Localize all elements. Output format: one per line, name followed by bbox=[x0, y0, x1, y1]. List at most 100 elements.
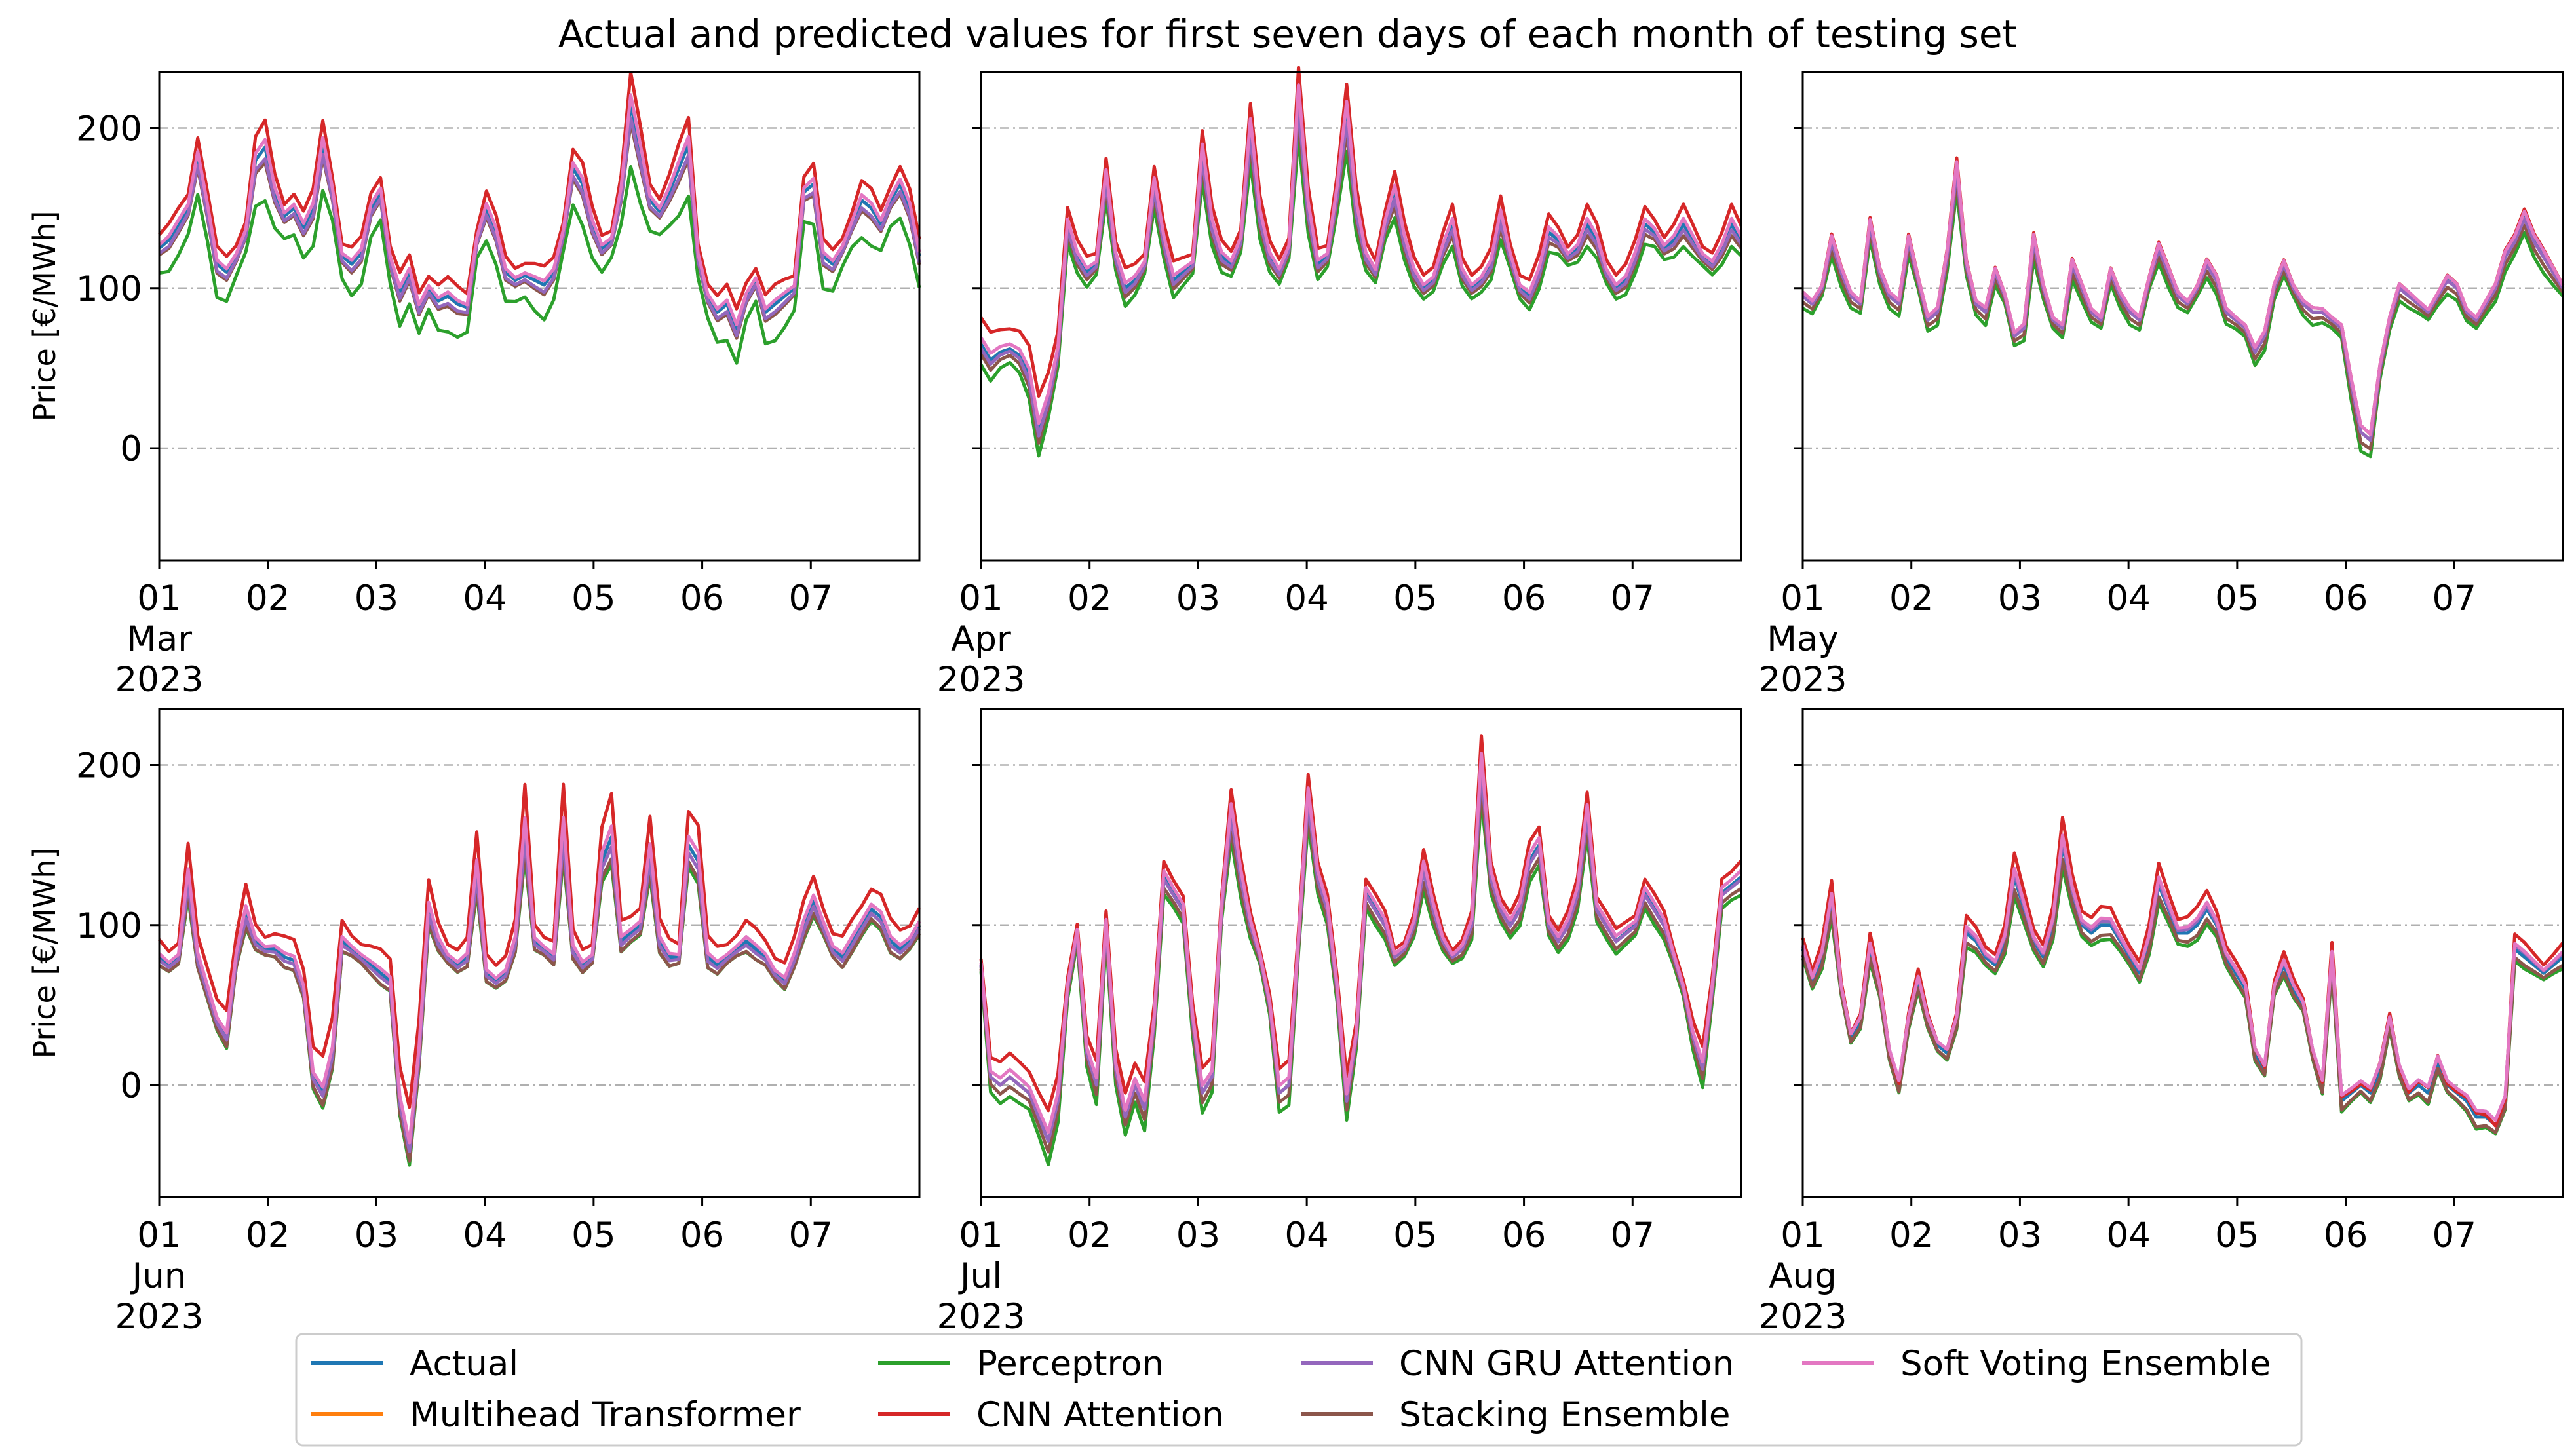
plot-frame bbox=[158, 71, 921, 562]
legend-label: Perceptron bbox=[976, 1344, 1164, 1384]
series-line-stacking-ensemble bbox=[1801, 179, 2565, 451]
xtick-year-label: 2023 bbox=[1759, 1297, 1847, 1337]
legend-item-actual: Actual bbox=[311, 1344, 518, 1384]
plot-frame bbox=[980, 708, 1742, 1198]
plot-frame bbox=[1801, 708, 2564, 1198]
xtick-month-label: Aug bbox=[1769, 1256, 1837, 1296]
legend-label: Soft Voting Ensemble bbox=[1900, 1344, 2271, 1384]
plot-frame bbox=[158, 708, 921, 1198]
series-line-cnn-attention bbox=[979, 734, 1742, 1113]
series-line-soft-voting-ensemble bbox=[158, 93, 921, 326]
xtick-label: 06 bbox=[2324, 579, 2368, 619]
xtick-year-label: 2023 bbox=[115, 660, 204, 700]
ytick-label: 100 bbox=[76, 269, 142, 309]
series-line-actual bbox=[158, 102, 921, 330]
series-line-cnn-gru-attention bbox=[158, 116, 921, 337]
series-line-actual bbox=[158, 827, 921, 1151]
series-line-perceptron bbox=[159, 164, 921, 365]
xtick-label: 04 bbox=[2106, 1215, 2150, 1255]
xtick-label: 06 bbox=[1502, 1215, 1546, 1255]
xtick-label: 03 bbox=[1176, 1215, 1220, 1255]
xtick-label: 07 bbox=[1611, 579, 1655, 619]
xtick-label: 02 bbox=[246, 579, 290, 619]
legend-label: CNN GRU Attention bbox=[1399, 1344, 1734, 1384]
xtick-label: 07 bbox=[1611, 1215, 1655, 1255]
series-line-soft-voting-ensemble bbox=[158, 816, 921, 1145]
xtick-label: 03 bbox=[1998, 1215, 2042, 1255]
series-line-cnn-gru-attention bbox=[158, 837, 921, 1153]
xtick-month-label: Jul bbox=[958, 1256, 1002, 1296]
xtick-label: 01 bbox=[137, 579, 181, 619]
legend-item-cnn-attention: CNN Attention bbox=[878, 1395, 1224, 1435]
xtick-label: 04 bbox=[463, 1215, 507, 1255]
xtick-label: 07 bbox=[789, 1215, 833, 1255]
series-line-perceptron bbox=[979, 136, 1742, 458]
xtick-label: 02 bbox=[1889, 579, 1933, 619]
xtick-month-label: Mar bbox=[126, 619, 192, 659]
ytick-label: 200 bbox=[76, 109, 142, 149]
series-line-cnn-attention bbox=[158, 782, 921, 1109]
xtick-month-label: May bbox=[1767, 619, 1839, 659]
ytick-label: 200 bbox=[76, 746, 142, 786]
xtick-label: 06 bbox=[2324, 1215, 2368, 1255]
xtick-label: 05 bbox=[2215, 579, 2259, 619]
xtick-label: 01 bbox=[1780, 1215, 1824, 1255]
xtick-label: 07 bbox=[2432, 579, 2476, 619]
xtick-label: 06 bbox=[680, 1215, 724, 1255]
chart-title: Actual and predicted values for first se… bbox=[558, 12, 2018, 56]
xtick-label: 04 bbox=[1284, 1215, 1328, 1255]
legend-label: CNN Attention bbox=[976, 1395, 1224, 1435]
legend: Actual Multihead Transformer Perceptron CNN… bbox=[295, 1333, 2303, 1447]
xtick-label: 04 bbox=[463, 579, 507, 619]
series-line-stacking-ensemble bbox=[158, 849, 921, 1163]
legend-item-multihead-transformer: Multihead Transformer bbox=[311, 1395, 801, 1435]
plot-frame bbox=[980, 71, 1742, 562]
series-line-stacking-ensemble bbox=[158, 121, 921, 340]
series-line-multihead-transformer bbox=[158, 102, 921, 330]
series-line-soft-voting-ensemble bbox=[1801, 833, 2564, 1122]
legend-label: Actual bbox=[410, 1344, 518, 1384]
xtick-label: 05 bbox=[571, 579, 615, 619]
xtick-year-label: 2023 bbox=[937, 1297, 1026, 1337]
xtick-label: 01 bbox=[959, 1215, 1003, 1255]
xtick-label: 05 bbox=[1393, 1215, 1437, 1255]
ytick-label: 100 bbox=[76, 906, 142, 946]
xtick-label: 02 bbox=[1067, 579, 1111, 619]
plot-frame bbox=[1801, 71, 2564, 562]
series-line-stacking-ensemble bbox=[1801, 858, 2564, 1134]
ytick-label: 0 bbox=[120, 429, 142, 469]
xtick-label: 06 bbox=[1502, 579, 1546, 619]
series-line-soft-voting-ensemble bbox=[979, 83, 1743, 425]
xtick-label: 02 bbox=[1067, 1215, 1111, 1255]
ytick-label: 0 bbox=[120, 1066, 142, 1106]
series-line-multihead-transformer bbox=[158, 827, 921, 1151]
xtick-label: 06 bbox=[680, 579, 724, 619]
xtick-label: 03 bbox=[355, 1215, 398, 1255]
xtick-label: 04 bbox=[1284, 579, 1328, 619]
series-line-cnn-attention bbox=[1801, 816, 2564, 1128]
y-axis-label: Price [€/MWh] bbox=[27, 848, 62, 1059]
legend-label: Stacking Ensemble bbox=[1399, 1395, 1730, 1435]
series-line-soft-voting-ensemble bbox=[979, 752, 1742, 1134]
xtick-label: 03 bbox=[355, 579, 398, 619]
xtick-label: 05 bbox=[2215, 1215, 2259, 1255]
xtick-month-label: Apr bbox=[951, 619, 1011, 659]
xtick-label: 07 bbox=[789, 579, 833, 619]
series-line-perceptron bbox=[1801, 189, 2564, 459]
legend-item-perceptron: Perceptron bbox=[878, 1344, 1164, 1384]
xtick-label: 01 bbox=[137, 1215, 181, 1255]
xtick-label: 01 bbox=[959, 579, 1003, 619]
y-axis-label: Price [€/MWh] bbox=[27, 211, 62, 422]
xtick-label: 07 bbox=[2432, 1215, 2476, 1255]
xtick-year-label: 2023 bbox=[937, 660, 1026, 700]
xtick-label: 05 bbox=[571, 1215, 615, 1255]
xtick-label: 05 bbox=[1393, 579, 1437, 619]
xtick-label: 03 bbox=[1998, 579, 2042, 619]
